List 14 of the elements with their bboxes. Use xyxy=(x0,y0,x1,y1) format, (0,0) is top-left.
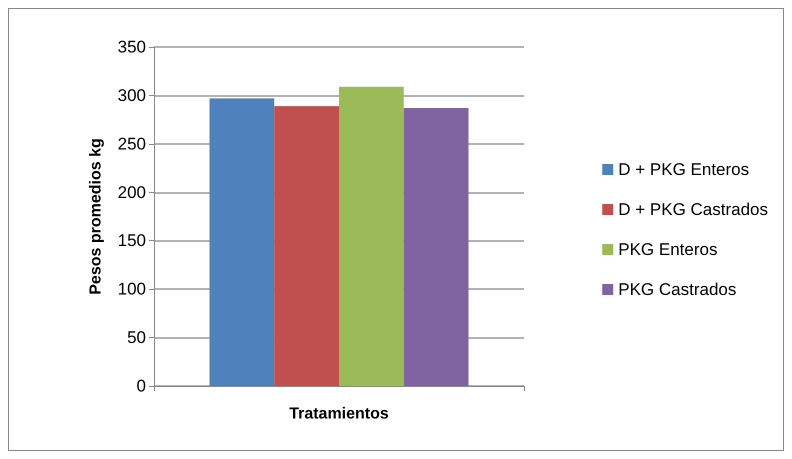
legend-label: D + PKG Enteros xyxy=(618,160,750,179)
legend-label: PKG Castrados xyxy=(618,280,736,299)
y-tick-label: 200 xyxy=(118,182,146,202)
y-tick-label: 0 xyxy=(136,376,146,396)
y-tick-label: 150 xyxy=(118,231,146,250)
x-axis-title: Tratamientos xyxy=(289,406,389,422)
y-tick-label: 350 xyxy=(118,38,146,56)
y-tick-label: 300 xyxy=(118,86,146,105)
legend-label: PKG Enteros xyxy=(618,240,718,259)
y-tick-label: 50 xyxy=(127,328,146,348)
y-tick-label: 250 xyxy=(118,134,146,154)
legend-label: D + PKG Castrados xyxy=(618,200,768,219)
y-axis-title: Pesos promedios kg xyxy=(88,138,104,295)
y-tick-label: 100 xyxy=(118,280,146,299)
